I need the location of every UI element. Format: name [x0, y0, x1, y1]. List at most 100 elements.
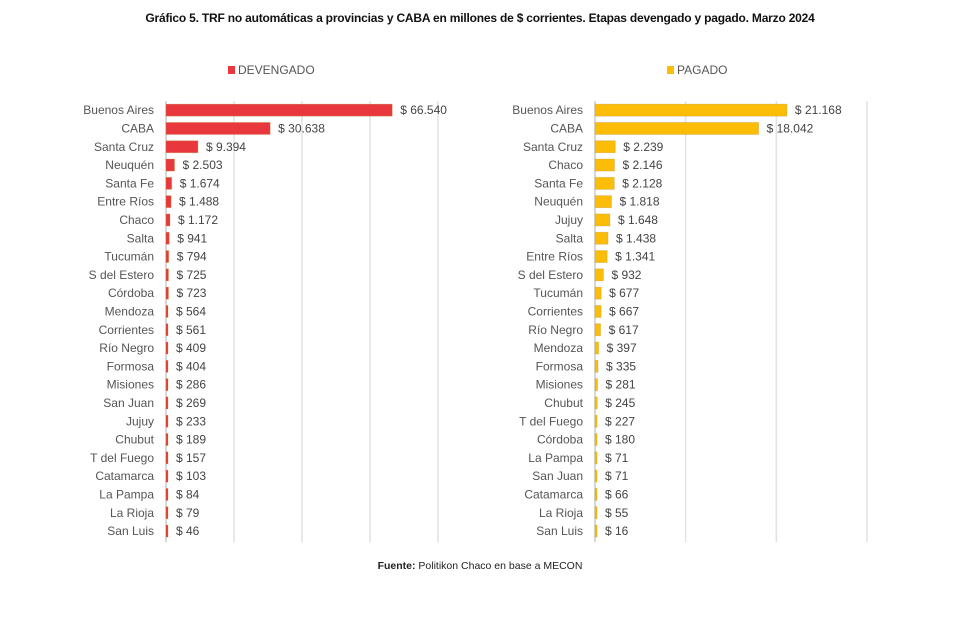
bar [594, 451, 598, 465]
bar [594, 469, 598, 483]
data-label: $ 932 [611, 268, 641, 282]
category-label: Chubut [115, 433, 154, 447]
category-label: Tucumán [104, 250, 154, 264]
data-label: $ 335 [606, 359, 636, 373]
data-label: $ 1.648 [618, 213, 658, 227]
category-label: Córdoba [108, 286, 154, 300]
category-label: Buenos Aires [83, 103, 154, 117]
category-label: Chaco [548, 158, 583, 172]
category-label: San Juan [532, 469, 583, 483]
data-label: $ 71 [605, 451, 629, 465]
bar [165, 396, 169, 410]
data-label: $ 30.638 [278, 121, 325, 135]
category-label: T del Fuego [519, 414, 583, 428]
bar [594, 195, 612, 209]
category-label: Mendoza [105, 304, 155, 318]
bar [165, 286, 169, 300]
category-label: Jujuy [126, 414, 154, 428]
bar [165, 433, 169, 446]
category-label: Río Negro [99, 341, 154, 355]
category-label: La Rioja [110, 506, 154, 520]
source-text: Politikon Chaco en base a MECON [418, 560, 583, 572]
data-label: $ 269 [176, 396, 206, 410]
data-label: $ 1.172 [178, 213, 218, 227]
legend-label: PAGADO [677, 63, 727, 77]
data-label: $ 2.128 [622, 176, 662, 190]
data-label: $ 103 [176, 469, 206, 483]
category-label: Catamarca [524, 487, 583, 501]
data-label: $ 286 [176, 378, 206, 392]
data-label: $ 617 [609, 323, 639, 337]
category-label: Catamarca [95, 469, 154, 483]
category-label: La Pampa [99, 487, 154, 501]
data-label: $ 16 [605, 524, 629, 538]
bar [165, 488, 169, 501]
data-label: $ 1.674 [180, 176, 220, 190]
data-label: $ 941 [177, 231, 207, 245]
data-label: $ 189 [176, 433, 206, 447]
data-label: $ 79 [176, 506, 200, 520]
bar [165, 323, 169, 337]
bar [594, 122, 759, 135]
bar [594, 176, 615, 190]
bar [165, 122, 271, 135]
data-label: $ 1.341 [615, 250, 655, 264]
category-label: CABA [121, 121, 154, 135]
category-label: Chaco [119, 213, 154, 227]
category-label: Misiones [107, 378, 154, 392]
bar [594, 341, 599, 355]
category-label: Tucumán [533, 286, 583, 300]
data-label: $ 561 [176, 323, 206, 337]
data-label: $ 409 [176, 341, 206, 355]
bar [165, 176, 173, 190]
legend-label: DEVENGADO [238, 63, 315, 77]
data-label: $ 2.503 [183, 158, 223, 172]
bar [165, 506, 169, 520]
bar [594, 378, 598, 392]
data-label: $ 404 [176, 359, 206, 373]
data-label: $ 55 [605, 506, 629, 520]
data-label: $ 397 [607, 341, 637, 355]
category-label: Neuquén [534, 195, 583, 209]
bar [594, 305, 602, 318]
bar [594, 158, 615, 172]
data-label: $ 1.438 [616, 231, 656, 245]
bar [594, 524, 598, 538]
bar [165, 469, 169, 483]
category-label: Salta [127, 231, 155, 245]
bar [165, 359, 169, 373]
data-label: $ 66.540 [400, 103, 447, 117]
category-label: Formosa [536, 359, 584, 373]
legend-swatch [228, 66, 235, 74]
category-label: S del Estero [89, 268, 155, 282]
data-label: $ 66 [605, 487, 629, 501]
bar [165, 341, 169, 355]
category-label: Santa Fe [105, 176, 154, 190]
category-label: Entre Ríos [97, 195, 154, 209]
source-note: Fuente: Politikon Chaco en base a MECON [0, 560, 960, 572]
data-label: $ 1.818 [619, 195, 659, 209]
category-label: La Pampa [528, 451, 583, 465]
category-label: Buenos Aires [512, 103, 583, 117]
bar [165, 305, 169, 318]
category-label: La Rioja [539, 506, 583, 520]
category-label: CABA [550, 121, 583, 135]
category-label: Entre Ríos [526, 250, 583, 264]
data-label: $ 233 [176, 414, 206, 428]
category-label: Salta [556, 231, 584, 245]
bar [594, 231, 609, 245]
bar [165, 451, 169, 465]
category-label: Misiones [536, 378, 583, 392]
data-label: $ 677 [609, 286, 639, 300]
category-label: Río Negro [528, 323, 583, 337]
data-label: $ 21.168 [795, 103, 842, 117]
bar [594, 488, 598, 501]
data-label: $ 723 [176, 286, 206, 300]
bar [594, 213, 611, 227]
data-label: $ 46 [176, 524, 200, 538]
bar [165, 140, 199, 154]
category-label: Formosa [107, 359, 155, 373]
data-label: $ 281 [606, 378, 636, 392]
bar [594, 103, 788, 117]
